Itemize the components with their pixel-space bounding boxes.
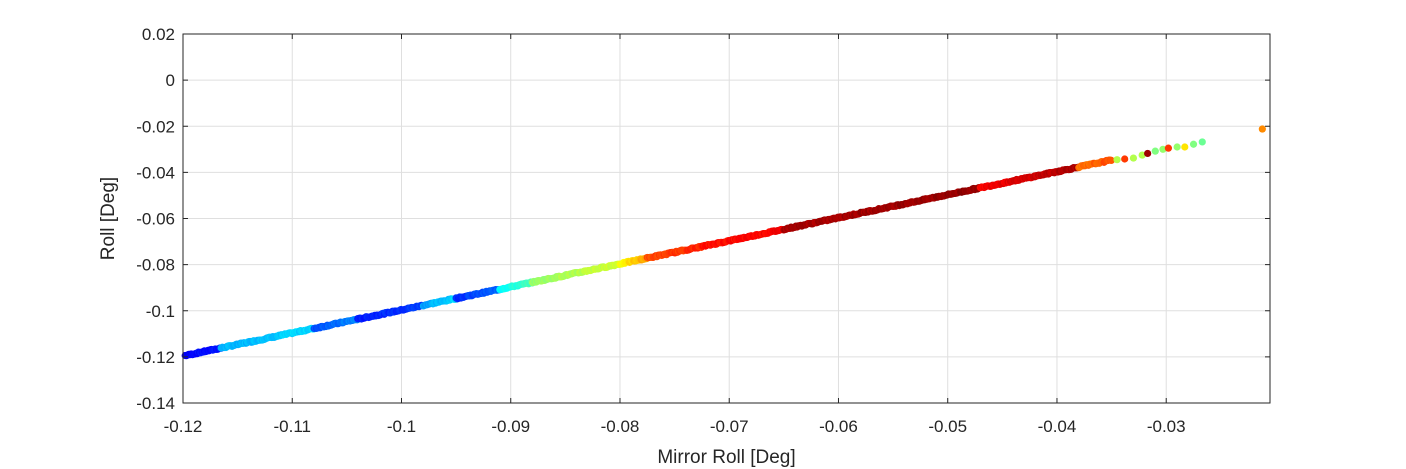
y-tick-label: -0.1 (146, 302, 175, 321)
scatter-point (1189, 140, 1198, 148)
scatter-point (1151, 147, 1159, 155)
y-tick-label: -0.14 (136, 394, 175, 413)
x-tick-label: -0.07 (710, 417, 749, 436)
x-tick-labels: -0.12 -0.11 -0.1 -0.09 -0.08 -0.07 -0.06 -0.05 -… (164, 417, 1186, 436)
x-tick-label: -0.1 (387, 417, 416, 436)
scatter-point (1159, 145, 1167, 153)
y-tick-label: -0.08 (136, 256, 175, 275)
grid-lines (182, 33, 1270, 404)
x-tick-label: -0.05 (928, 417, 967, 436)
scatter-point (1164, 144, 1172, 152)
y-tick-label: 0.02 (142, 25, 175, 44)
scatter-point (1107, 156, 1115, 165)
x-tick-label: -0.12 (164, 417, 203, 436)
scatter-point (1113, 156, 1121, 164)
scatter-point (1121, 155, 1129, 163)
y-tick-label: -0.02 (136, 117, 175, 136)
scatter-point (1129, 154, 1138, 162)
scatter-point (1144, 149, 1152, 158)
x-tick-label: -0.04 (1038, 417, 1077, 436)
y-tick-labels: 0.02 0 -0.02 -0.04 -0.06 -0.08 -0.1 -0.12 -0.14 (136, 25, 175, 413)
y-axis-label: Roll [Deg] (98, 177, 119, 260)
x-tick-label: -0.03 (1147, 417, 1186, 436)
x-tick-label: -0.08 (601, 417, 640, 436)
tick-marks (182, 33, 1270, 404)
x-tick-label: -0.11 (273, 417, 311, 436)
x-axis-label: Mirror Roll [Deg] (657, 447, 795, 468)
y-tick-label: -0.06 (136, 210, 175, 229)
scatter-point (1138, 151, 1146, 159)
data-points (181, 125, 1266, 360)
x-tick-label: -0.06 (819, 417, 858, 436)
scatter-point (1198, 138, 1206, 146)
y-tick-label: -0.12 (136, 348, 175, 367)
x-tick-label: -0.09 (491, 417, 530, 436)
y-tick-label: 0 (166, 71, 175, 90)
scatter-point (1173, 143, 1181, 151)
scatter-point (1181, 143, 1189, 151)
y-tick-label: -0.04 (136, 163, 175, 182)
scatter-point (1258, 125, 1266, 133)
